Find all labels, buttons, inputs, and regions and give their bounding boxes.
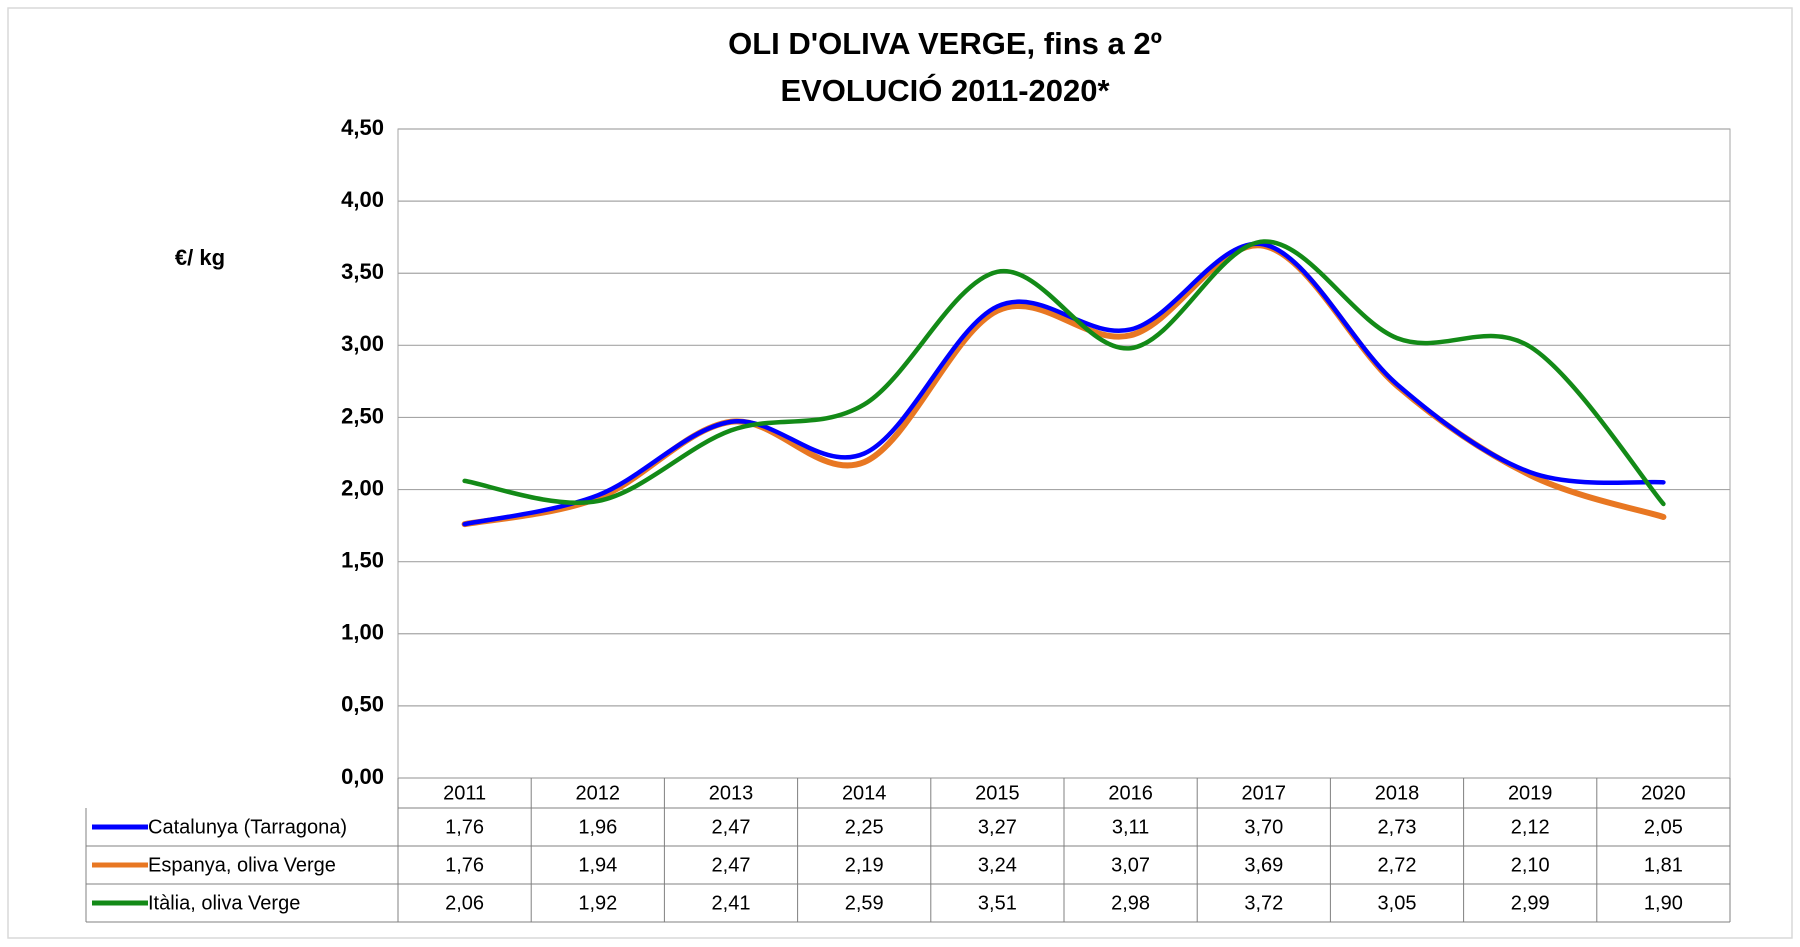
table-cell: 2,10 [1511,854,1550,876]
chart-subtitle: EVOLUCIÓ 2011-2020* [780,72,1110,108]
x-tick-label: 2019 [1508,782,1553,804]
chart-title: OLI D'OLIVA VERGE, fins a 2º [728,26,1162,61]
x-tick-label: 2018 [1375,782,1420,804]
series-line [462,239,1666,507]
table-cell: 1,81 [1644,854,1683,876]
table-cell: 2,98 [1111,892,1150,914]
x-tick-label: 2012 [576,782,621,804]
table-cell: 1,94 [578,854,617,876]
y-tick-label: 0,00 [341,764,384,789]
table-cell: 3,51 [978,892,1017,914]
table-cell: 2,19 [845,854,884,876]
table-cell: 2,47 [712,816,751,838]
table-cell: 1,92 [578,892,617,914]
x-tick-label: 2017 [1242,782,1287,804]
table-cell: 2,73 [1378,816,1417,838]
y-tick-label: 2,50 [341,403,384,428]
table-cell: 2,47 [712,854,751,876]
table-cell: 2,41 [712,892,751,914]
table-cell: 3,24 [978,854,1017,876]
table-cell: 2,25 [845,816,884,838]
table-cell: 2,99 [1511,892,1550,914]
chart-border [7,7,1793,939]
legend-label: Espanya, oliva Verge [148,854,336,876]
table-cell: 3,72 [1244,892,1283,914]
y-tick-label: 4,50 [341,115,384,140]
y-tick-label: 3,50 [341,259,384,284]
x-tick-label: 2013 [709,782,754,804]
table-cell: 3,27 [978,816,1017,838]
table-cell: 3,07 [1111,854,1150,876]
table-cell: 3,69 [1244,854,1283,876]
legend-label: Itàlia, oliva Verge [148,892,300,914]
y-tick-label: 2,00 [341,475,384,500]
y-tick-label: 4,00 [341,187,384,212]
x-tick-label: 2016 [1108,782,1153,804]
x-tick-label: 2011 [443,782,486,804]
table-cell: 1,76 [445,816,484,838]
x-tick-label: 2015 [975,782,1020,804]
table-cell: 2,12 [1511,816,1550,838]
table-cell: 1,96 [578,816,617,838]
y-tick-label: 1,50 [341,547,384,572]
table-cell: 3,05 [1378,892,1417,914]
series-line [462,241,1666,527]
table-cell: 3,70 [1244,816,1283,838]
y-tick-label: 0,50 [341,692,384,717]
table-cell: 3,11 [1112,816,1149,838]
x-tick-label: 2014 [842,782,887,804]
table-cell: 1,90 [1644,892,1683,914]
table-cell: 1,76 [445,854,484,876]
y-axis-label: €/ kg [175,245,225,270]
table-cell: 2,72 [1378,854,1417,876]
x-tick-label: 2020 [1641,782,1686,804]
y-tick-label: 3,00 [341,331,384,356]
legend-label: Catalunya (Tarragona) [148,816,347,838]
table-cell: 2,06 [445,892,484,914]
y-tick-label: 1,00 [341,620,384,645]
table-cell: 2,05 [1644,816,1683,838]
table-cell: 2,59 [845,892,884,914]
